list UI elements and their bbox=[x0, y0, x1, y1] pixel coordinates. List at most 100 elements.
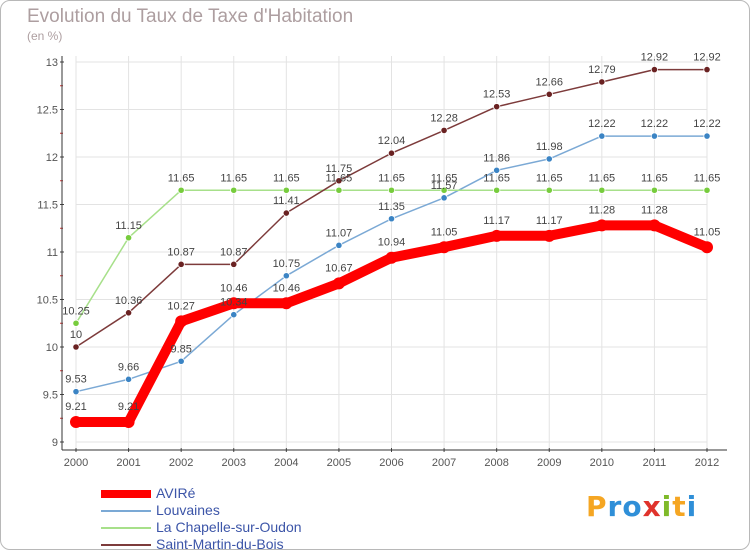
data-label: 11.17 bbox=[483, 215, 510, 227]
series-point bbox=[335, 186, 343, 194]
data-label: 11.05 bbox=[431, 226, 458, 238]
series-point bbox=[282, 272, 290, 280]
data-label: 11.65 bbox=[168, 172, 195, 184]
data-label: 11.41 bbox=[273, 195, 300, 207]
series-point bbox=[124, 375, 133, 383]
series-point bbox=[545, 155, 553, 163]
y-tick-label: 10.5 bbox=[37, 295, 58, 307]
series-point bbox=[230, 260, 238, 268]
data-label: 10.36 bbox=[115, 295, 143, 307]
logo-letter: o bbox=[622, 490, 643, 523]
legend-swatch bbox=[101, 489, 151, 498]
series-lines bbox=[70, 66, 713, 429]
series-point bbox=[230, 186, 238, 194]
legend-swatch bbox=[101, 526, 151, 529]
data-label: 11.57 bbox=[431, 180, 458, 192]
data-label: 11.17 bbox=[536, 215, 563, 227]
x-tick-label: 2004 bbox=[274, 457, 298, 469]
data-label: 11.28 bbox=[641, 204, 668, 216]
y-tick-label: 10 bbox=[46, 342, 58, 354]
data-label: 9.21 bbox=[118, 401, 139, 413]
series-point bbox=[440, 194, 448, 202]
y-tick-label: 11.5 bbox=[37, 200, 58, 212]
data-label: 12.28 bbox=[430, 112, 458, 124]
series-point bbox=[175, 315, 188, 328]
series-point bbox=[493, 166, 501, 174]
logo-letter: i bbox=[661, 490, 673, 523]
y-tick-label: 12.5 bbox=[37, 105, 58, 117]
series-point bbox=[124, 234, 133, 242]
data-label: 11.65 bbox=[220, 172, 247, 184]
data-label: 12.22 bbox=[641, 118, 669, 130]
series-point bbox=[177, 260, 185, 268]
data-label: 11.65 bbox=[326, 172, 353, 184]
data-label: 10.27 bbox=[167, 300, 195, 312]
series-point bbox=[598, 132, 606, 140]
data-labels: 9.539.669.8510.3410.7511.0711.3511.5711.… bbox=[62, 52, 721, 413]
data-label: 11.28 bbox=[588, 204, 615, 216]
series-point bbox=[650, 186, 659, 194]
y-tick-label: 9 bbox=[52, 437, 58, 449]
proxiti-logo: Proxiti bbox=[586, 490, 697, 523]
data-label: 11.65 bbox=[694, 172, 721, 184]
series-point bbox=[545, 90, 553, 98]
series-point bbox=[440, 126, 448, 134]
series-point bbox=[703, 186, 711, 194]
series-point bbox=[335, 177, 343, 185]
data-label: 10.75 bbox=[273, 258, 301, 270]
data-label: 11.65 bbox=[588, 172, 615, 184]
series-point bbox=[387, 149, 396, 157]
series-point bbox=[177, 186, 185, 194]
data-label: 11.15 bbox=[115, 220, 142, 232]
x-tick-label: 2010 bbox=[590, 457, 614, 469]
data-label: 11.65 bbox=[378, 172, 405, 184]
series-point bbox=[493, 103, 501, 111]
logo-letter: i bbox=[686, 490, 698, 523]
y-tick-label: 12 bbox=[46, 152, 58, 164]
data-label: 12.92 bbox=[693, 52, 721, 64]
data-label: 10.87 bbox=[220, 246, 248, 258]
x-tick-label: 2005 bbox=[327, 457, 351, 469]
series-point bbox=[701, 241, 713, 254]
logo-letter: r bbox=[607, 490, 623, 523]
data-label: 9.53 bbox=[65, 374, 86, 386]
data-label: 12.53 bbox=[483, 89, 511, 101]
legend-swatch bbox=[101, 543, 151, 546]
data-label: 9.85 bbox=[170, 343, 191, 355]
data-label: 11.65 bbox=[431, 172, 458, 184]
data-label: 11.35 bbox=[378, 201, 405, 213]
data-label: 10.67 bbox=[325, 262, 353, 274]
data-label: 11.65 bbox=[641, 172, 668, 184]
series-point bbox=[493, 186, 501, 194]
data-label: 9.66 bbox=[118, 361, 139, 373]
data-label: 12.22 bbox=[693, 118, 721, 130]
data-label: 12.79 bbox=[588, 64, 616, 76]
data-label: 12.92 bbox=[641, 52, 669, 64]
series-point bbox=[385, 251, 398, 264]
series-point bbox=[122, 416, 135, 429]
data-label: 10.46 bbox=[273, 282, 301, 294]
x-tick-label: 2012 bbox=[695, 457, 719, 469]
x-tick-label: 2000 bbox=[64, 457, 88, 469]
y-tick-label: 13 bbox=[46, 57, 58, 69]
x-tick-label: 2009 bbox=[537, 457, 561, 469]
data-label: 12.66 bbox=[535, 76, 563, 88]
series-point bbox=[282, 186, 290, 194]
series-point bbox=[650, 132, 659, 140]
axes: 9 9.5 10 10.5 11 11.5 12 12.5 13 2000 2001 2002 2003… bbox=[37, 56, 727, 469]
series-point bbox=[335, 241, 343, 249]
series-point bbox=[72, 388, 80, 396]
series-point bbox=[124, 309, 133, 317]
series-point bbox=[490, 229, 503, 242]
series-point bbox=[72, 343, 80, 351]
data-label: 11.65 bbox=[483, 172, 510, 184]
series-point bbox=[280, 297, 293, 310]
data-label: 11.05 bbox=[694, 226, 721, 238]
logo-letter: x bbox=[642, 490, 662, 523]
legend-label: Saint-Martin-du-Bois bbox=[156, 536, 284, 550]
series-point bbox=[545, 186, 553, 194]
data-label: 10.46 bbox=[220, 282, 248, 294]
data-label: 10 bbox=[70, 329, 82, 341]
